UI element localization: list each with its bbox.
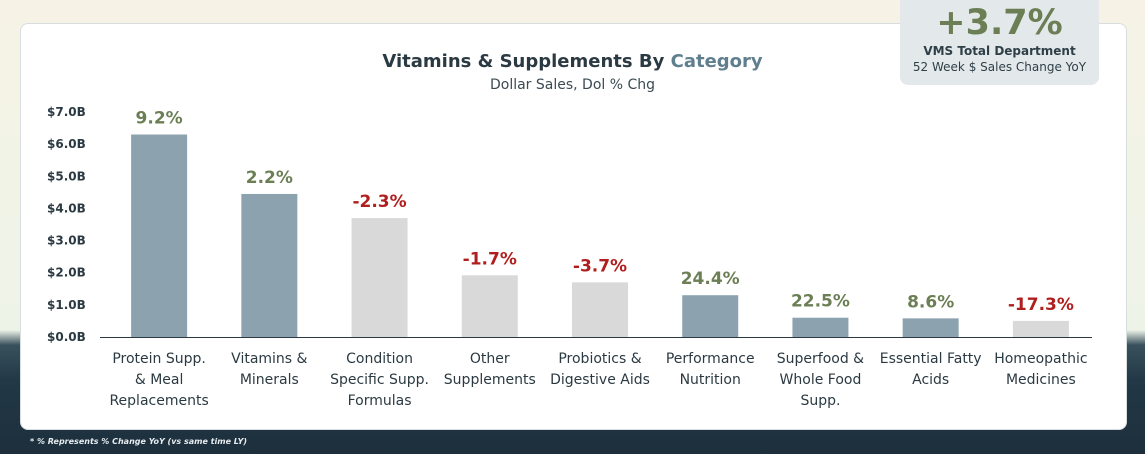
chart-card <box>20 23 1127 430</box>
x-tick-label: Replacements <box>109 393 208 409</box>
data-label: -3.7% <box>573 256 627 276</box>
x-tick-label: Supp. <box>800 393 840 409</box>
y-tick-label: $1.0B <box>47 298 86 312</box>
chart-subtitle: Dollar Sales, Dol % Chg <box>489 77 656 93</box>
kpi-label: VMS Total Department <box>923 44 1076 58</box>
y-tick-label: $4.0B <box>47 201 86 215</box>
bar <box>682 295 739 337</box>
chart-title: Vitamins & Supplements By Category <box>20 51 1125 72</box>
y-tick-label: $3.0B <box>47 234 86 248</box>
x-tick-label: Vitamins & <box>231 351 307 367</box>
x-tick-label: Homeopathic <box>994 351 1087 367</box>
bar <box>572 282 628 337</box>
x-tick-label: Protein Supp. <box>112 351 206 367</box>
x-tick-label: Supplements <box>444 372 536 388</box>
x-tick-label: Condition <box>346 351 413 367</box>
kpi-box: +3.7% VMS Total Department 52 Week $ Sal… <box>900 0 1099 85</box>
x-tick-label: Performance <box>666 351 755 367</box>
x-tick-label: Specific Supp. <box>330 372 429 388</box>
x-tick-label: Nutrition <box>680 372 741 388</box>
data-label: -17.3% <box>1008 295 1074 315</box>
bar <box>461 275 518 337</box>
chart-title-accent: Category <box>670 51 763 72</box>
data-label: -2.3% <box>352 192 406 212</box>
data-label: 9.2% <box>136 109 183 129</box>
bar <box>241 193 298 337</box>
x-tick-label: Medicines <box>1006 372 1076 388</box>
bar <box>351 218 408 337</box>
x-tick-label: Superfood & <box>777 351 864 367</box>
y-tick-label: $2.0B <box>47 266 86 280</box>
y-tick-label: $6.0B <box>47 137 86 151</box>
data-label: 24.4% <box>681 269 740 289</box>
kpi-value: +3.7% <box>936 3 1063 43</box>
bar <box>902 318 959 337</box>
y-tick-label: $5.0B <box>47 169 86 183</box>
bar <box>1012 320 1069 337</box>
footnote: * % Represents % Change YoY (vs same tim… <box>30 437 248 446</box>
x-tick-label: Minerals <box>240 372 299 388</box>
data-label: 2.2% <box>246 168 293 188</box>
x-tick-label: Whole Food <box>780 372 862 388</box>
x-tick-label: & Meal <box>135 372 184 388</box>
chart-title-main: Vitamins & Supplements By <box>382 51 665 72</box>
bar <box>131 134 188 337</box>
y-tick-label: $7.0B <box>47 105 86 119</box>
data-label: 22.5% <box>791 292 850 312</box>
kpi-sublabel: 52 Week $ Sales Change YoY <box>912 60 1087 74</box>
data-label: 8.6% <box>907 292 954 312</box>
x-tick-label: Digestive Aids <box>550 372 650 388</box>
y-tick-label: $0.0B <box>47 330 86 344</box>
x-tick-label: Probiotics & <box>558 351 641 367</box>
x-tick-label: Acids <box>912 372 949 388</box>
data-label: -1.7% <box>463 249 517 269</box>
x-tick-label: Other <box>470 351 510 367</box>
x-tick-label: Formulas <box>348 393 412 409</box>
x-tick-label: Essential Fatty <box>880 351 982 367</box>
bar <box>792 317 849 337</box>
